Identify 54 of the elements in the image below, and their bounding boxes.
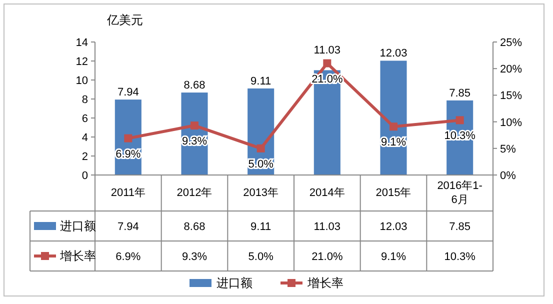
text: 进口额	[216, 276, 252, 290]
data-label: 8.68	[184, 221, 206, 233]
y2-tick-label: 10%	[500, 116, 522, 129]
y-tick-label: 14	[76, 37, 88, 49]
data-label: 9.11	[250, 221, 272, 233]
data-label: 21.0%	[312, 251, 343, 263]
text: 12.03	[380, 48, 408, 60]
text: 7.85	[449, 87, 471, 100]
y-tick-label: 0	[82, 170, 88, 182]
y2-tick-label: 25%	[500, 37, 522, 49]
text: 9.1%	[380, 136, 406, 149]
y-tick-label: 8	[82, 94, 88, 106]
text: 5.0%	[248, 158, 274, 170]
text: 增长率	[308, 276, 344, 290]
data-label: 10.3%	[444, 251, 476, 263]
text: 11.03	[314, 44, 341, 56]
x-tick-label: 2011年	[110, 186, 146, 201]
y-tick-label: 12	[76, 56, 88, 68]
point	[390, 122, 398, 131]
text: 8.68	[184, 80, 206, 92]
legend-label: 增长率	[59, 249, 96, 263]
text: 9.11	[250, 75, 272, 88]
point	[456, 116, 464, 124]
data-label: 6.9%	[116, 251, 141, 263]
y-tick-label: 2	[82, 151, 88, 163]
y-axis-title: 亿美元	[106, 13, 143, 27]
data-label: 5.0%	[248, 251, 274, 263]
x-tick-label: 2016年1-6月	[436, 179, 484, 208]
x-tick-label: 2015年	[374, 186, 412, 201]
data-label: 9.1%	[380, 251, 406, 263]
y2-tick-label: 0%	[500, 170, 516, 182]
point	[190, 122, 198, 130]
text: 9.3%	[182, 136, 208, 148]
x-tick-label: 2013年	[242, 186, 280, 201]
data-label: 9.3%	[182, 251, 208, 263]
text: 7.94	[117, 86, 139, 99]
y2-tick-label: 15%	[500, 90, 522, 102]
point	[256, 144, 265, 152]
data-label: 7.85	[449, 221, 471, 233]
bar	[380, 60, 407, 175]
y-tick-label: 6	[82, 113, 88, 125]
x-tick-label: 2014年	[308, 186, 346, 201]
point	[323, 59, 332, 68]
data-label: 11.03	[314, 221, 341, 233]
data-label: 7.94	[117, 221, 139, 233]
y-tick-label: 4	[82, 132, 88, 144]
legend-label: 进口额	[60, 219, 96, 233]
y2-tick-label: 20%	[500, 64, 522, 76]
x-tick-label: 2012年	[176, 186, 214, 201]
y-tick-label: 10	[76, 75, 88, 87]
data-label: 12.03	[380, 221, 408, 233]
y2-tick-label: 5%	[500, 143, 516, 156]
point	[124, 134, 132, 142]
text: 6.9%	[116, 148, 141, 160]
